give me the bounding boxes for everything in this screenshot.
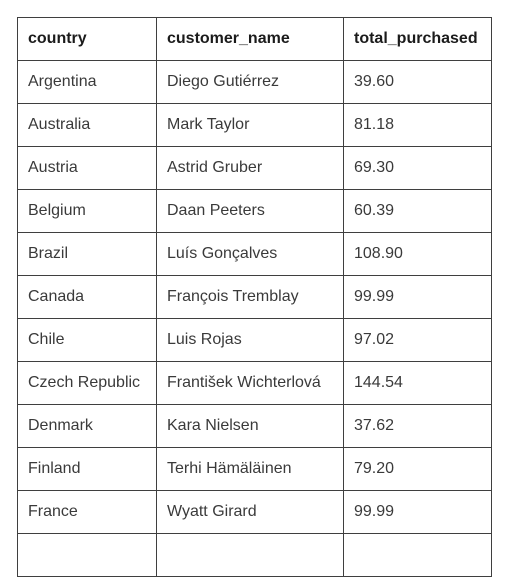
cell-total-purchased: 37.62 [344, 405, 492, 448]
cell-total-purchased: 99.99 [344, 491, 492, 534]
cell-total-purchased: 99.99 [344, 276, 492, 319]
cell-total-purchased: 69.30 [344, 147, 492, 190]
cell-customer-name: Astrid Gruber [157, 147, 344, 190]
cell-customer-name: Daan Peeters [157, 190, 344, 233]
cell-country: Argentina [18, 61, 157, 104]
cell-country: Canada [18, 276, 157, 319]
cell-country: Australia [18, 104, 157, 147]
cell-total-purchased: 79.20 [344, 448, 492, 491]
cell-customer-name: Luís Gonçalves [157, 233, 344, 276]
table-row: Brazil Luís Gonçalves 108.90 [18, 233, 492, 276]
cell-empty [344, 534, 492, 577]
cell-total-purchased: 144.54 [344, 362, 492, 405]
cell-country: Belgium [18, 190, 157, 233]
cell-country: Denmark [18, 405, 157, 448]
cell-customer-name: Luis Rojas [157, 319, 344, 362]
table-row: Canada François Tremblay 99.99 [18, 276, 492, 319]
cell-total-purchased: 108.90 [344, 233, 492, 276]
cell-country: Brazil [18, 233, 157, 276]
table-row: Belgium Daan Peeters 60.39 [18, 190, 492, 233]
cell-customer-name: Wyatt Girard [157, 491, 344, 534]
cell-total-purchased: 81.18 [344, 104, 492, 147]
cell-country: Finland [18, 448, 157, 491]
table-header: country customer_name total_purchased [18, 18, 492, 61]
table-row-truncated [18, 534, 492, 577]
cell-total-purchased: 97.02 [344, 319, 492, 362]
header-row: country customer_name total_purchased [18, 18, 492, 61]
column-header-customer-name: customer_name [157, 18, 344, 61]
table-row: Czech Republic František Wichterlová 144… [18, 362, 492, 405]
cell-empty [157, 534, 344, 577]
table-row: Austria Astrid Gruber 69.30 [18, 147, 492, 190]
data-table-container: country customer_name total_purchased Ar… [17, 17, 492, 577]
customer-purchases-table: country customer_name total_purchased Ar… [17, 17, 492, 577]
cell-customer-name: François Tremblay [157, 276, 344, 319]
cell-country: France [18, 491, 157, 534]
table-row: Argentina Diego Gutiérrez 39.60 [18, 61, 492, 104]
table-body: Argentina Diego Gutiérrez 39.60 Australi… [18, 61, 492, 577]
cell-total-purchased: 60.39 [344, 190, 492, 233]
cell-total-purchased: 39.60 [344, 61, 492, 104]
table-row: Australia Mark Taylor 81.18 [18, 104, 492, 147]
cell-empty [18, 534, 157, 577]
cell-customer-name: Kara Nielsen [157, 405, 344, 448]
table-row: Denmark Kara Nielsen 37.62 [18, 405, 492, 448]
column-header-country: country [18, 18, 157, 61]
cell-country: Czech Republic [18, 362, 157, 405]
cell-customer-name: Diego Gutiérrez [157, 61, 344, 104]
cell-customer-name: Terhi Hämäläinen [157, 448, 344, 491]
column-header-total-purchased: total_purchased [344, 18, 492, 61]
cell-country: Austria [18, 147, 157, 190]
table-row: France Wyatt Girard 99.99 [18, 491, 492, 534]
cell-customer-name: Mark Taylor [157, 104, 344, 147]
table-row: Finland Terhi Hämäläinen 79.20 [18, 448, 492, 491]
cell-country: Chile [18, 319, 157, 362]
table-row: Chile Luis Rojas 97.02 [18, 319, 492, 362]
cell-customer-name: František Wichterlová [157, 362, 344, 405]
